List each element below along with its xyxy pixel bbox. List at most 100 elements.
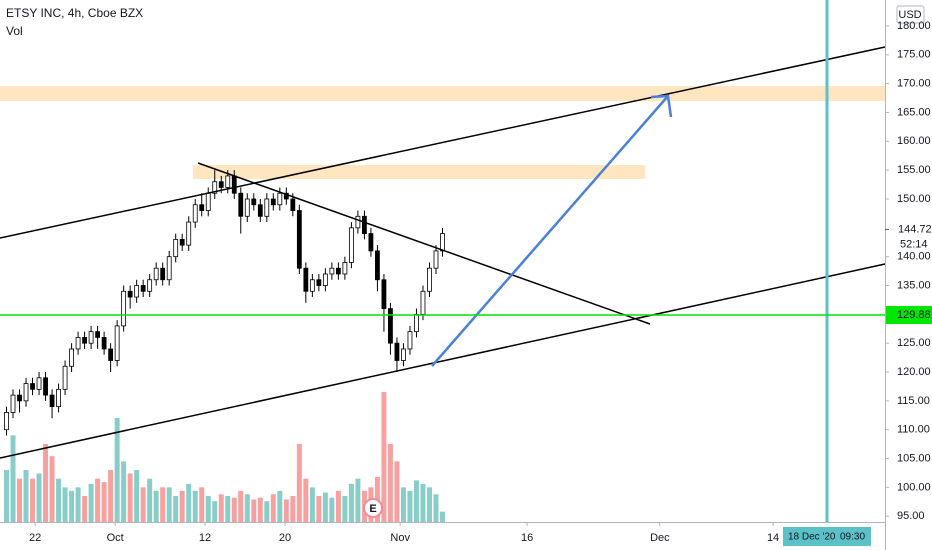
currency-badge[interactable] (896, 5, 925, 24)
volume-bar (199, 487, 205, 522)
candle-body (88, 331, 94, 344)
volume-bar (49, 456, 55, 522)
y-tick-label: 155.00 (897, 164, 931, 176)
horizontal-line-box (886, 306, 932, 325)
volume-bar (205, 496, 211, 522)
candle-body (238, 192, 244, 217)
volume-bar (394, 461, 400, 522)
currency-label: USD (898, 9, 921, 21)
earnings-marker-label: E (369, 503, 376, 515)
candle-body (160, 267, 166, 281)
volume-bar (433, 494, 439, 522)
volume-bar (10, 435, 16, 522)
candle-body (101, 337, 107, 350)
y-tick-label: 125.00 (897, 337, 931, 349)
volume-bar (413, 480, 419, 522)
volume-bar (440, 511, 445, 522)
volume-bar (30, 478, 36, 522)
volume-bar (231, 497, 237, 522)
candle-body (296, 210, 302, 269)
candle-body (69, 348, 74, 367)
x-tick-label: Dec (650, 532, 670, 544)
volume-bar (192, 490, 198, 522)
candle-body (153, 267, 159, 281)
channel-lower (0, 263, 886, 459)
channel-upper (0, 46, 886, 239)
x-tick-label: 14 (767, 532, 779, 544)
volume-bar (147, 478, 153, 522)
candle-body (277, 192, 283, 206)
volume-bar (225, 496, 231, 522)
candle-body (355, 215, 361, 229)
resistance-zone (193, 165, 645, 179)
candle-body (394, 342, 400, 361)
volume-bar (342, 496, 348, 522)
volume-bar (420, 483, 426, 522)
candle-body (309, 279, 315, 292)
candle-body (140, 285, 146, 292)
chart-title: ETSY INC, 4h, Cboe BZX (6, 6, 143, 20)
volume-bar (270, 494, 276, 522)
volume-bar (407, 490, 413, 522)
volume-bar (290, 496, 296, 522)
volume-bar (277, 490, 283, 522)
candle-body (173, 238, 179, 258)
volume-bar (329, 497, 335, 522)
volume-bar (335, 490, 341, 522)
volume-bar (88, 483, 94, 522)
volume-bar (101, 482, 107, 522)
candle-body (166, 256, 172, 281)
volume-bar (257, 497, 263, 522)
candle-body (440, 233, 445, 252)
volume-bar (244, 494, 250, 522)
candle-body (381, 279, 387, 309)
volume-bar (4, 470, 10, 522)
candle-body (114, 325, 120, 361)
y-tick-label: 180.00 (897, 20, 931, 32)
candle-body (43, 377, 48, 396)
y-tick-label: 175.00 (897, 49, 931, 61)
volume-bar (140, 487, 146, 522)
y-tick-label: 150.00 (897, 193, 931, 205)
date-cursor-box (783, 527, 871, 546)
projection-arrow (431, 94, 673, 367)
volume-bar (108, 470, 114, 522)
y-tick-label: 140.00 (897, 251, 931, 263)
volume-bar (264, 501, 270, 522)
countdown: 52:14 (900, 238, 928, 250)
y-tick-label: 95.00 (897, 510, 925, 522)
candle-body (192, 204, 198, 223)
candle-body (388, 308, 393, 344)
candle-body (108, 348, 114, 361)
candle-body (186, 221, 192, 246)
candle-body (225, 175, 231, 188)
volume-bar (114, 418, 120, 522)
candle-body (244, 198, 250, 217)
candle-body (17, 394, 22, 402)
candle-body (283, 192, 289, 200)
candle-body (56, 388, 61, 408)
y-tick-label: 100.00 (897, 481, 931, 493)
trend-line (197, 162, 651, 325)
volume-bar (173, 496, 179, 522)
candle-body (212, 181, 218, 194)
y-tick-label: 105.00 (897, 452, 931, 464)
candle-body (257, 204, 263, 217)
volume-bar (309, 487, 315, 522)
candle-body (205, 192, 211, 211)
x-tick-label: 22 (29, 532, 41, 544)
volume-bar (62, 487, 68, 522)
candle-body (82, 337, 87, 344)
candle-body (348, 227, 354, 263)
last-price-label: 144.72 (898, 223, 932, 235)
candle-body (36, 377, 42, 390)
candle-body (335, 267, 341, 275)
candle-body (23, 383, 29, 402)
volume-bar (134, 470, 140, 522)
candle-body (401, 348, 406, 361)
cursor-date: 18 Dec '20 (788, 532, 836, 543)
volume-bar (348, 483, 354, 522)
horizontal-line-label: 129.88 (897, 309, 931, 321)
candle-body (121, 290, 127, 327)
y-tick-label: 160.00 (897, 135, 931, 147)
